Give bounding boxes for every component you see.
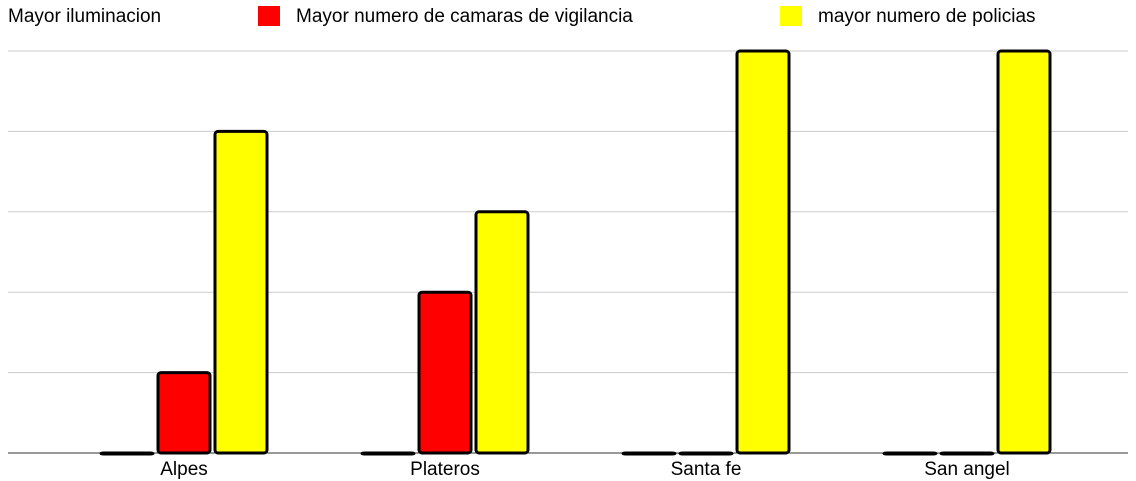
bar xyxy=(474,210,530,455)
bar xyxy=(417,290,473,455)
bar xyxy=(996,49,1052,455)
bar xyxy=(156,371,212,455)
bar xyxy=(939,451,995,456)
bar xyxy=(678,451,734,456)
x-tick-label: Plateros xyxy=(410,459,480,480)
x-tick-label: San angel xyxy=(924,459,1010,480)
bar xyxy=(882,451,938,456)
legend-label: Mayor numero de camaras de vigilancia xyxy=(296,6,633,27)
legend-swatch xyxy=(258,6,280,26)
legend-swatch xyxy=(780,6,802,26)
bar xyxy=(360,451,416,456)
bar xyxy=(99,451,155,456)
bar xyxy=(213,129,269,455)
bar xyxy=(735,49,791,455)
bar xyxy=(621,451,677,456)
x-tick-label: Santa fe xyxy=(671,459,742,480)
legend-label: Mayor iluminacion xyxy=(8,6,161,27)
legend-label: mayor numero de policias xyxy=(818,6,1036,27)
x-tick-label: Alpes xyxy=(160,459,208,480)
